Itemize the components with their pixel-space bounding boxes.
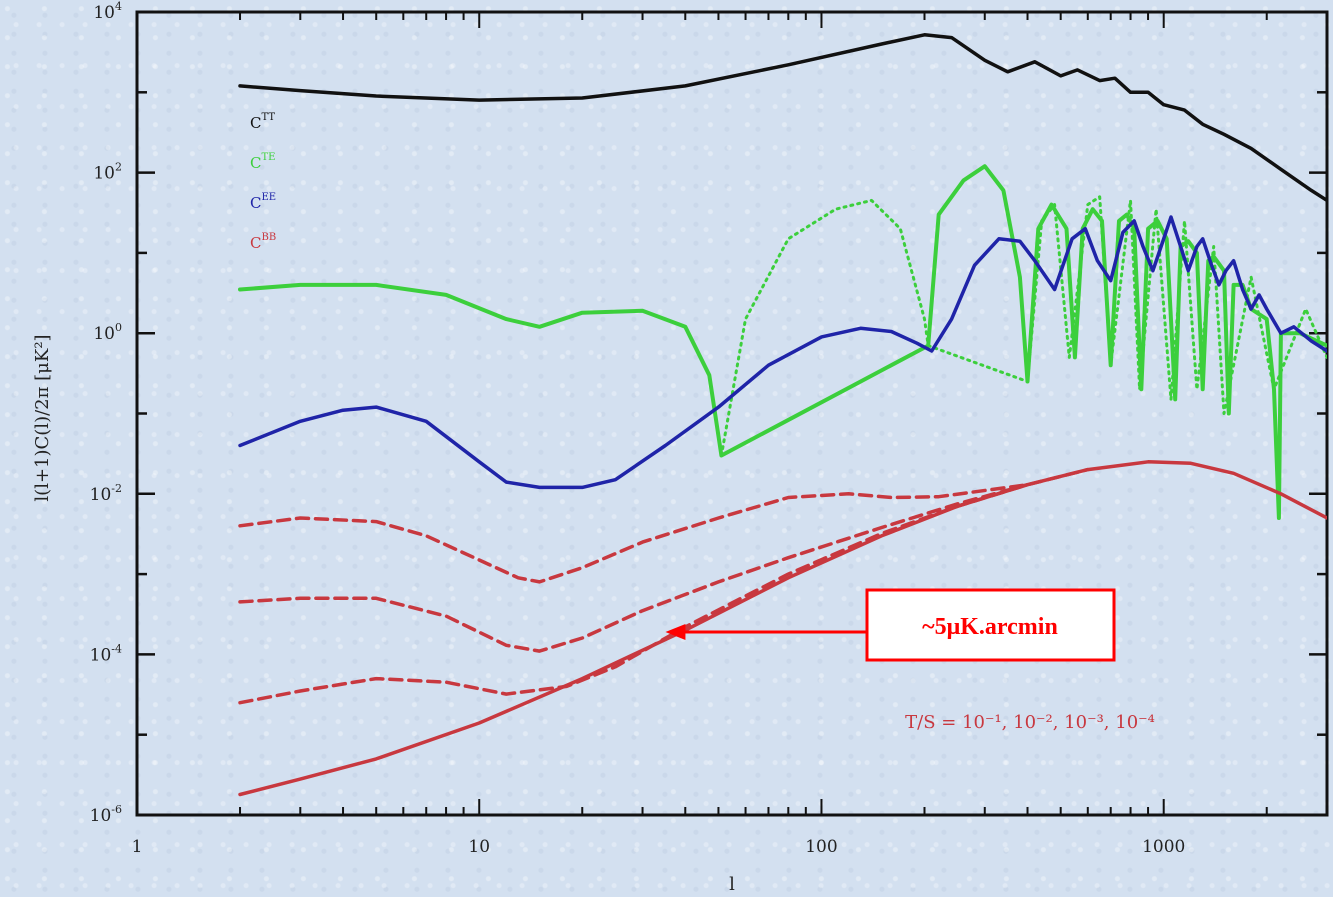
series-tt	[238, 33, 1327, 203]
series-bb-lensing	[238, 460, 1327, 797]
legend-item-ee: CEE	[250, 192, 276, 212]
ratio-annotation: T/S = 10⁻¹, 10⁻², 10⁻³, 10⁻⁴	[905, 712, 1155, 733]
y-tick-label: 104	[93, 0, 122, 23]
series-bb-r-0.001	[238, 482, 1030, 705]
series-layer	[238, 33, 1327, 797]
callout-label: ~5μK.arcmin	[922, 614, 1058, 640]
x-tick-label: 1	[132, 837, 143, 857]
axis-ticks	[136, 10, 1328, 817]
series-bb-r-0.1	[238, 467, 1090, 584]
x-axis-title: l	[729, 874, 735, 895]
y-tick-label: 10-2	[90, 482, 122, 505]
series-ee	[238, 215, 1327, 490]
series-bb-r-0.01	[238, 482, 1030, 653]
x-tick-label: 100	[805, 837, 837, 857]
callout: ~5μK.arcmin	[665, 588, 1116, 662]
legend-item-te: CTE	[250, 152, 275, 172]
y-tick-label: 10-6	[90, 803, 122, 826]
y-tick-label: 100	[93, 321, 122, 344]
plot-frame	[135, 10, 1329, 817]
series-te	[238, 164, 1327, 520]
callout-box	[865, 588, 1116, 662]
x-tick-label: 10	[468, 837, 490, 857]
x-tick-label: 1000	[1142, 837, 1185, 857]
y-tick-label: 102	[93, 161, 122, 184]
legend: CTT CTE CEE CBB	[250, 112, 276, 252]
legend-item-tt: CTT	[250, 112, 275, 132]
legend-item-bb: CBB	[250, 232, 276, 252]
series-te-negative	[719, 195, 1327, 457]
y-axis-title: l(l+1)C(l)/2π [μK²]	[32, 334, 53, 501]
callout-arrowhead	[665, 624, 686, 641]
y-tick-label: 10-4	[90, 642, 122, 665]
